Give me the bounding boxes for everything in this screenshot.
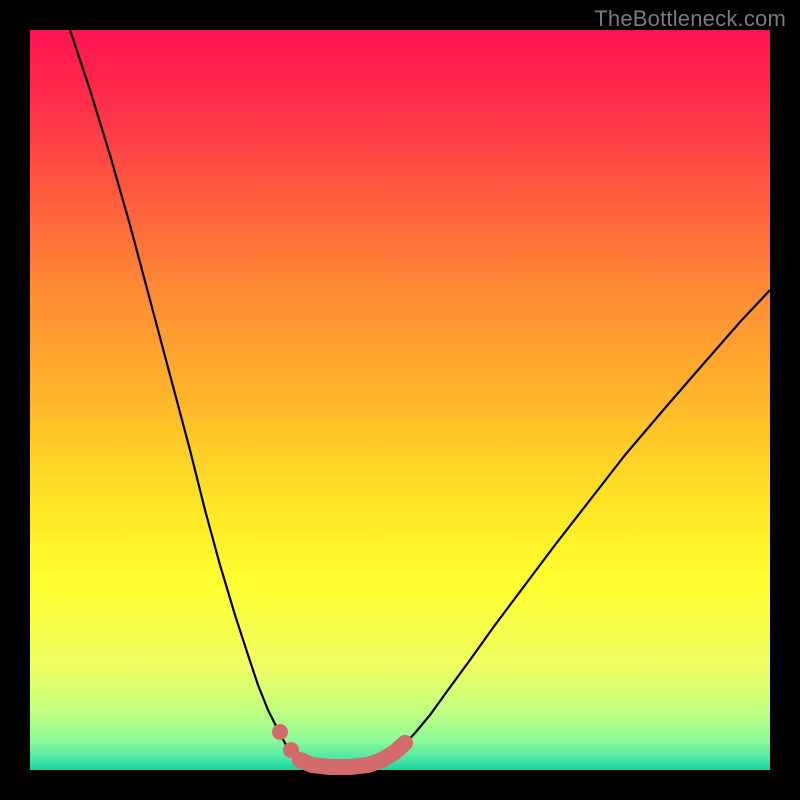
plot-background [30,30,770,770]
watermark-text: TheBottleneck.com [594,6,786,32]
bottleneck-chart [0,0,800,800]
marker-dot [272,724,288,740]
marker-dot [292,752,308,768]
chart-container: TheBottleneck.com [0,0,800,800]
